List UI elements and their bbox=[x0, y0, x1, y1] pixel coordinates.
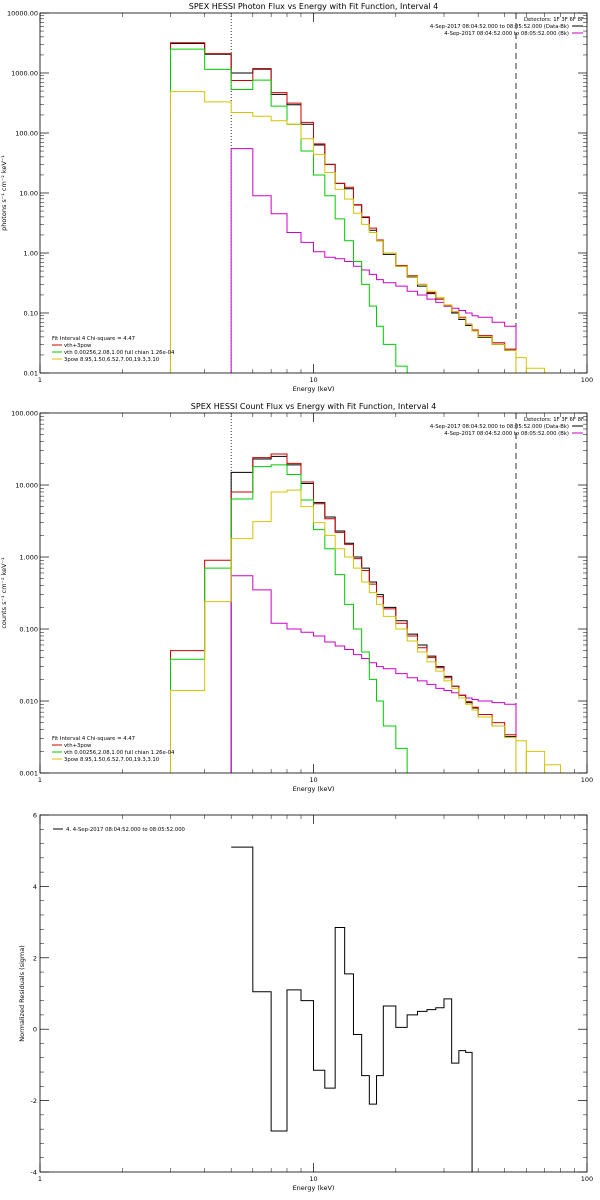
legend-entry: 3pow 8.95,1.50,6.52,7.00,19.3,3.10 bbox=[64, 757, 160, 763]
y-tick-label: 1.000 bbox=[19, 554, 38, 562]
legend-header-text: Detectors: 1F 3F 6F 8F bbox=[524, 17, 584, 23]
chart-panel-1: SPEX HESSI Photon Flux vs Energy with Fi… bbox=[0, 2, 593, 393]
series-line-3pow-tail bbox=[515, 357, 527, 373]
series-line-bk bbox=[230, 575, 517, 773]
x-axis-label: Energy (keV) bbox=[293, 785, 335, 793]
y-tick-label: 10.000 bbox=[15, 482, 38, 490]
legend-entry: 3pow 8.95,1.50,6.52,7.00,19.3,3.10 bbox=[64, 357, 160, 363]
legend-header-text: 4-Sep-2017 08:04:52.000 to 08:05:52.000 … bbox=[444, 31, 569, 37]
x-tick-label: 10 bbox=[309, 376, 317, 384]
y-tick-label: 4 bbox=[33, 883, 37, 891]
series-line-3pow-tail bbox=[525, 367, 546, 373]
series-line-3pow-tail bbox=[544, 764, 561, 773]
legend-title: Fit Interval 4 Chi-square = 4.47 bbox=[52, 336, 135, 342]
y-tick-label: 0.01 bbox=[24, 370, 38, 378]
data-layer bbox=[169, 13, 546, 373]
y-tick-label: 1000.00 bbox=[11, 70, 38, 78]
plot-frame bbox=[39, 814, 588, 1173]
y-axis-label: Normalized Residuals (sigma) bbox=[18, 945, 26, 1042]
legend-header-text: 4-Sep-2017 08:04:52.000 to 08:05:52.000 … bbox=[444, 431, 569, 437]
series-line-data-bk bbox=[169, 43, 517, 373]
x-tick-label: 1 bbox=[38, 776, 42, 784]
y-tick-label: -2 bbox=[31, 1097, 37, 1105]
chart-panel-3: -4 -2 0 2 4 6 1 10 100 Energy (keV) Normalized Res… bbox=[18, 812, 593, 1193]
series-line-vth bbox=[169, 464, 408, 773]
y-tick-label: 6 bbox=[33, 812, 37, 820]
y-tick-label: 10000.00 bbox=[7, 10, 38, 18]
legend-header-text: 4-Sep-2017 08:04:52.000 to 08:05:52.000 … bbox=[430, 24, 569, 30]
y-tick-label: 0.001 bbox=[19, 770, 38, 778]
y-tick-label: 0 bbox=[33, 1026, 37, 1034]
y-tick-label: -4 bbox=[31, 1169, 37, 1177]
x-tick-label: 1 bbox=[38, 1175, 42, 1183]
x-tick-label: 10 bbox=[309, 1175, 317, 1183]
legend-entry: vth 0.00256,2.08,1.00 full chian 1.26e-0… bbox=[64, 750, 175, 756]
legend-entry: vth+3pow bbox=[64, 343, 92, 349]
data-layer bbox=[231, 846, 473, 1172]
series-line-data-bk bbox=[230, 455, 517, 773]
series-line-vth bbox=[169, 48, 408, 373]
plot-frame bbox=[39, 12, 588, 374]
legend-title: Fit Interval 4 Chi-square = 4.47 bbox=[52, 736, 135, 742]
y-tick-label: 0.10 bbox=[24, 310, 38, 318]
x-axis-label: Energy (keV) bbox=[293, 1184, 335, 1192]
series-line-3pow-tail bbox=[515, 740, 527, 773]
series-line-vth-3pow bbox=[169, 453, 517, 773]
legend-header-text: 4-Sep-2017 08:04:52.000 to 08:05:52.000 … bbox=[430, 424, 569, 430]
legend-entry: vth 0.00256,2.08,1.00 full chian 1.26e-0… bbox=[64, 350, 175, 356]
y-tick-label: 1.00 bbox=[24, 250, 38, 258]
y-tick-label: 100.00 bbox=[15, 130, 38, 138]
x-tick-label: 100 bbox=[581, 1175, 593, 1183]
y-tick-label: 100.000 bbox=[11, 410, 38, 418]
y-tick-label: 2 bbox=[33, 954, 37, 962]
series-line-vth-3pow bbox=[169, 42, 517, 373]
x-tick-label: 100 bbox=[581, 376, 593, 384]
plot-frame bbox=[39, 412, 588, 774]
y-tick-label: 10.00 bbox=[19, 190, 38, 198]
legend-header-text: Detectors: 1F 3F 6F 8F bbox=[524, 417, 584, 423]
series-line-bk bbox=[230, 148, 517, 373]
chart-title: SPEX HESSI Photon Flux vs Energy with Fi… bbox=[189, 2, 439, 11]
chart-panel-2: SPEX HESSI Count Flux vs Energy with Fit… bbox=[0, 402, 593, 793]
x-tick-label: 1 bbox=[38, 376, 42, 384]
y-axis-label: counts s⁻¹ cm⁻² keV⁻¹ bbox=[0, 557, 8, 629]
series-line-residuals bbox=[231, 846, 473, 1172]
y-axis-label: photons s⁻¹ cm⁻² keV⁻¹ bbox=[0, 155, 8, 231]
chart-title: SPEX HESSI Count Flux vs Energy with Fit… bbox=[191, 402, 436, 411]
y-tick-label: 0.010 bbox=[19, 698, 38, 706]
legend-entry: vth+3pow bbox=[64, 743, 92, 749]
series-line-3pow bbox=[169, 489, 517, 773]
x-tick-label: 10 bbox=[309, 776, 317, 784]
x-tick-label: 100 bbox=[581, 776, 593, 784]
series-line-3pow bbox=[169, 91, 517, 373]
x-axis-label: Energy (keV) bbox=[293, 385, 335, 393]
y-tick-label: 0.100 bbox=[19, 626, 38, 634]
data-layer bbox=[169, 413, 561, 773]
series-line-3pow-tail bbox=[525, 750, 546, 773]
legend-entry: 4. 4-Sep-2017 08:04:52.000 to 08:05:52.0… bbox=[66, 827, 186, 833]
